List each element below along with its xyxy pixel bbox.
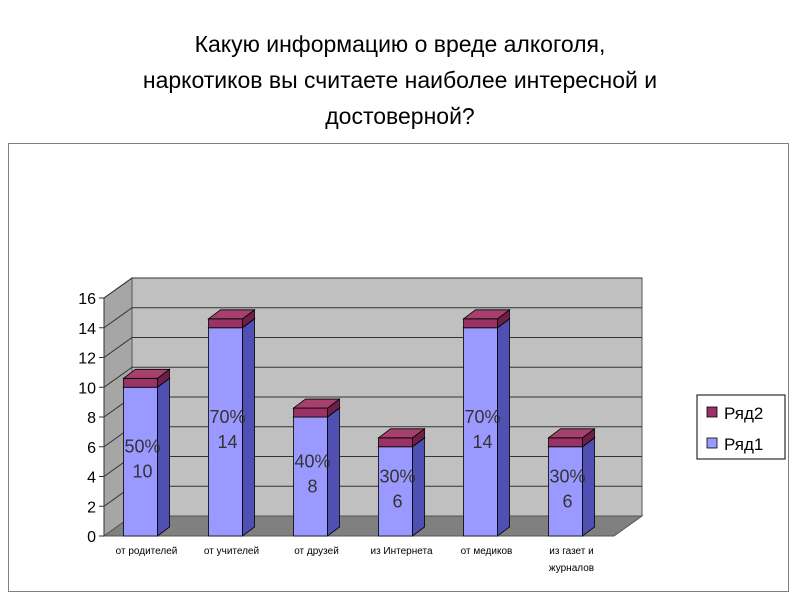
bar-series2-top	[122, 368, 171, 379]
bar-series2-front	[378, 437, 413, 448]
bar-series2-front	[463, 318, 498, 329]
y-tick-label: 14	[78, 321, 96, 338]
gridline	[103, 277, 642, 299]
gridline	[103, 307, 642, 329]
bar-series1-side	[242, 317, 255, 537]
bar-series2-front	[123, 377, 158, 388]
title-line-2: наркотиков вы считаете наиболее интересн…	[142, 67, 658, 93]
title-line-1: Какую информацию о вреде алкоголя,	[194, 31, 606, 57]
bar-series1-side	[157, 377, 170, 537]
bar-series2-top	[547, 428, 596, 439]
y-tick-label: 2	[87, 499, 96, 516]
legend-swatch	[706, 437, 718, 449]
data-label: 8	[307, 477, 317, 497]
bar-series2-top	[462, 309, 511, 320]
data-label: 14	[472, 432, 492, 452]
bar-series2-top	[207, 309, 256, 320]
y-tick-label: 4	[87, 470, 96, 487]
slide-title: Какую информацию о вреде алкоголя, нарко…	[40, 26, 760, 134]
y-tick-label: 10	[78, 380, 96, 397]
bar-series1-side	[497, 317, 510, 537]
legend-label: Ряд2	[724, 404, 763, 423]
y-tick-label: 0	[87, 529, 96, 546]
x-category-label: из газет и	[549, 546, 593, 557]
data-label: 6	[562, 491, 572, 511]
y-tick-label: 8	[87, 410, 96, 427]
bar-series2-top	[377, 428, 426, 439]
x-category-label: из Интернета	[370, 546, 432, 557]
bar-series2-front	[548, 437, 583, 448]
data-label: 10	[132, 462, 152, 482]
percent-label: 70%	[464, 407, 500, 427]
bar-series1-side	[582, 436, 595, 537]
bar-series2-top	[292, 398, 341, 409]
percent-label: 40%	[294, 452, 330, 472]
bar-series2-front	[293, 407, 328, 418]
percent-label: 50%	[124, 437, 160, 457]
x-category-label: от медиков	[461, 546, 513, 557]
bar-series2-front	[208, 318, 243, 329]
data-label: 14	[217, 432, 237, 452]
x-category-label: от друзей	[294, 546, 339, 557]
y-tick-label: 6	[87, 440, 96, 457]
percent-label: 30%	[549, 466, 585, 486]
legend-swatch	[706, 406, 718, 418]
y-tick-label: 16	[78, 291, 96, 308]
bar-series1-side	[412, 436, 425, 537]
percent-label: 70%	[209, 407, 245, 427]
percent-label: 30%	[379, 466, 415, 486]
chart-frame	[8, 143, 789, 592]
x-category-label: от учителей	[204, 546, 259, 557]
data-label: 6	[392, 491, 402, 511]
x-category-label: журналов	[549, 563, 594, 574]
x-category-label: от родителей	[116, 546, 178, 557]
y-tick-label: 12	[78, 351, 96, 368]
bar-series1-side	[327, 407, 340, 537]
legend-label: Ряд1	[724, 435, 763, 454]
title-line-3: достоверной?	[325, 103, 475, 129]
